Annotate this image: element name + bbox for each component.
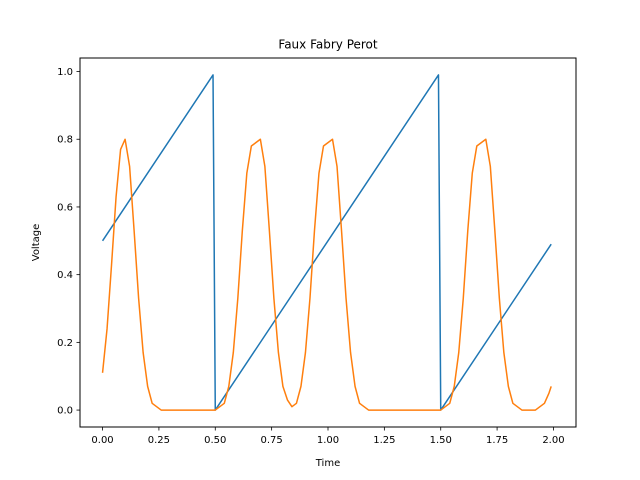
x-tick-label: 1.00 [317,435,339,446]
x-axis-label: Time [315,458,340,469]
x-tick-label: 0.25 [148,435,170,446]
x-tick-label: 1.50 [430,435,452,446]
y-tick-label: 0.4 [57,270,73,281]
y-axis-label: Voltage [31,224,42,262]
series-line-2 [101,138,552,411]
x-tick-label: 1.25 [373,435,395,446]
chart-title: Faux Fabry Perot [278,38,378,52]
y-tick-label: 0.8 [57,135,73,146]
x-tick-label: 0.00 [91,435,113,446]
y-tick-label: 0.2 [57,338,73,349]
plot-area [101,74,552,411]
x-axis: 0.00 0.25 0.50 0.75 1.00 1.25 1.50 1.75 2.00 [91,427,565,446]
x-tick-label: 2.00 [542,435,564,446]
y-tick-label: 1.0 [57,67,73,78]
y-tick-label: 0.0 [57,406,73,417]
x-tick-label: 0.75 [261,435,283,446]
x-tick-label: 1.75 [486,435,508,446]
x-tick-label: 0.50 [204,435,226,446]
series-line-1 [101,74,552,411]
y-tick-label: 0.6 [57,202,73,213]
y-axis: 0.0 0.2 0.4 0.6 0.8 1.0 [57,67,80,417]
